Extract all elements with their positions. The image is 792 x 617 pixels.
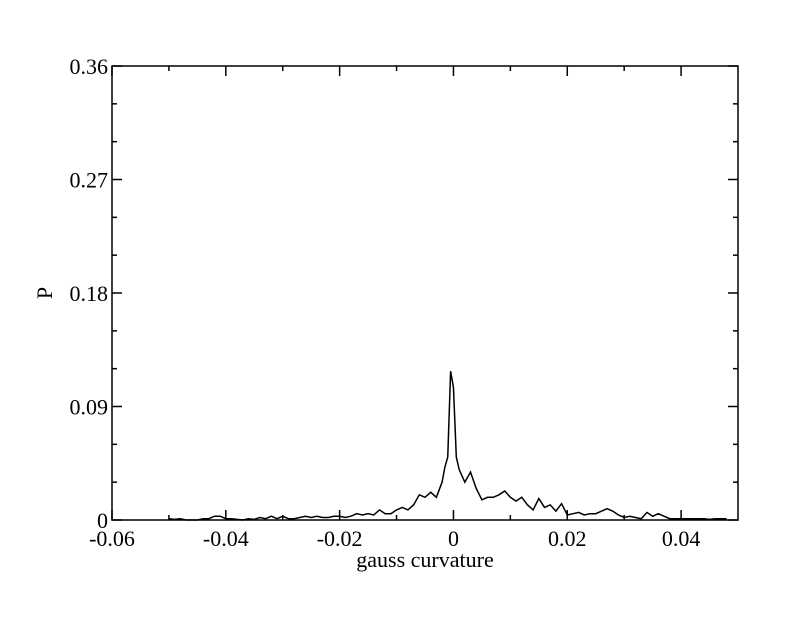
y-tick-label: 0.27 [70, 168, 109, 193]
x-tick-label: -0.06 [89, 526, 135, 551]
y-tick-label: 0.09 [70, 395, 109, 420]
y-tick-label: 0 [97, 508, 108, 533]
x-tick-label: 0 [448, 526, 459, 551]
y-tick-label: 0.18 [70, 281, 109, 306]
x-axis-label: gauss curvature [356, 547, 493, 572]
x-tick-label: -0.02 [317, 526, 363, 551]
y-tick-label: 0.36 [70, 54, 109, 79]
data-line [168, 371, 727, 521]
x-tick-label: -0.04 [203, 526, 249, 551]
x-tick-label: 0.02 [548, 526, 587, 551]
plot-frame [111, 65, 739, 521]
x-tick-label: 0.04 [662, 526, 701, 551]
y-axis-label: P [32, 287, 57, 299]
